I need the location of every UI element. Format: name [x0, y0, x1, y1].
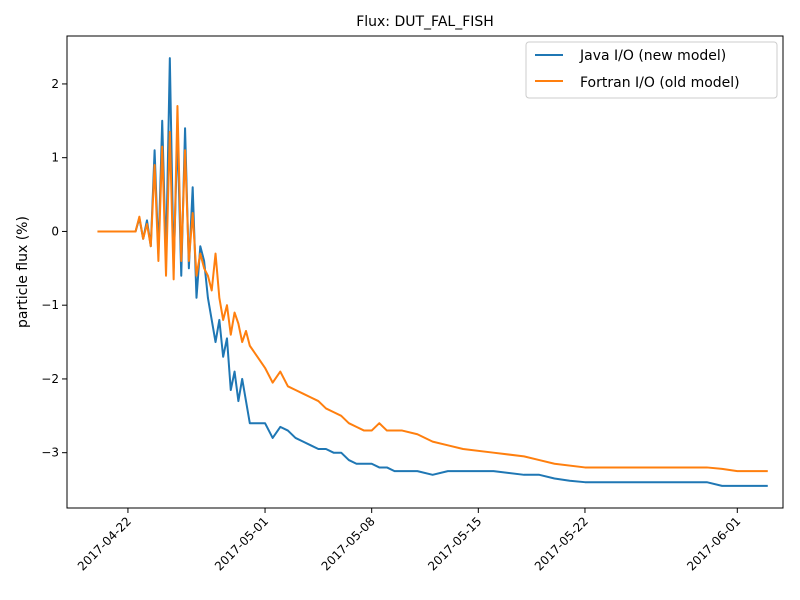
- series-line-fortran: [97, 105, 768, 473]
- series-layer: [97, 57, 768, 487]
- y-tick-label: −2: [41, 372, 59, 386]
- legend-label-fortran: Fortran I/O (old model): [580, 75, 740, 91]
- plot-frame: [66, 35, 784, 509]
- y-tick-label: 2: [51, 77, 59, 91]
- y-axis: −3 −2 −1 0 1 2: [41, 77, 67, 460]
- legend-box: [525, 41, 778, 99]
- y-tick-label: 0: [51, 224, 59, 238]
- chart-title: Flux: DUT_FAL_FISH: [356, 14, 494, 30]
- y-tick-label: −3: [41, 446, 59, 460]
- legend-label-java: Java I/O (new model): [579, 48, 726, 64]
- y-axis-label: particle flux (%): [15, 216, 31, 328]
- legend: Java I/O (new model) Fortran I/O (old mo…: [525, 41, 778, 99]
- y-tick-label: −1: [41, 298, 59, 312]
- y-tick-label: 1: [51, 151, 59, 165]
